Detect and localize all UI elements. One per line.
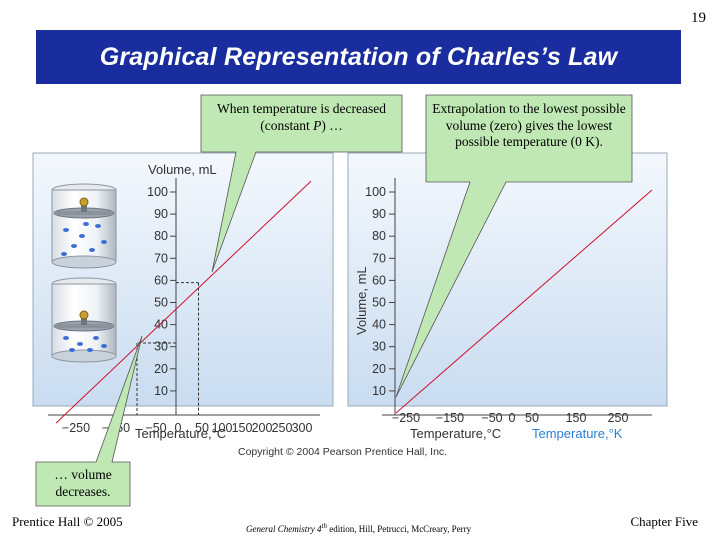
x-tick-label: −50 [481,411,502,425]
y-tick-label: 50 [372,296,386,310]
slide-title: Graphical Representation of Charles’s La… [99,42,618,71]
cylinder-hot [51,183,117,269]
y-tick-label: 80 [372,229,386,243]
x-tick-label: −150 [436,411,464,425]
x-tick-label: 300 [292,421,313,435]
x-tick-label: 250 [272,421,293,435]
x-tick-label: −250 [62,421,90,435]
left-x-axis-label: Temperature,°C [135,426,226,441]
right-graph-axes: 10 20 30 40 50 60 70 80 90 100 −250 −150 −50 0 50 150 25… [365,178,652,425]
callout-temperature-shape [200,94,403,273]
y-tick-label: 100 [365,185,386,199]
y-tick-label: 20 [154,362,168,376]
slide-number: 19 [691,10,706,26]
callout-volume-shape [35,335,143,507]
y-tick-label: 70 [372,251,386,265]
footer-book-credit: General Chemistry 4th edition, Hill, Pet… [246,522,472,534]
right-x-axis-label-celsius: Temperature,°C [410,426,501,441]
callout-volume-text: … volume decreases. [54,467,112,499]
y-tick-label: 60 [154,273,168,287]
x-tick-label: 50 [195,421,209,435]
x-tick-label: 100 [212,421,233,435]
figure-copyright: Copyright © 2004 Pearson Prentice Hall, … [238,446,447,458]
x-tick-label: −50 [145,421,166,435]
y-tick-label: 90 [372,207,386,221]
x-tick-label: −250 [392,411,420,425]
y-tick-label: 20 [372,362,386,376]
cylinder-cold [51,277,117,363]
gas-molecules [61,222,107,256]
footer-chapter: Chapter Five [630,514,698,529]
gas-molecules [63,336,107,352]
right-graph-panel [347,152,668,407]
y-tick-label: 100 [147,185,168,199]
y-tick-label: 80 [154,229,168,243]
y-tick-label: 10 [372,384,386,398]
right-x-axis-label-kelvin: Temperature,°K [532,426,623,441]
title-bar: Graphical Representation of Charles’s La… [36,30,681,84]
x-tick-label: 50 [525,411,539,425]
left-y-axis-label: Volume, mL [148,162,217,177]
x-tick-label: 150 [566,411,587,425]
y-tick-label: 10 [154,384,168,398]
y-tick-label: 30 [372,340,386,354]
y-tick-label: 40 [372,318,386,332]
callout-extrapolation-text: Extrapolation to the lowest possible vol… [432,101,626,149]
x-tick-label: 0 [175,421,182,435]
right-y-axis-label: Volume, mL [354,266,369,335]
y-tick-label: 50 [154,296,168,310]
y-tick-label: 90 [154,207,168,221]
charles-law-figure: 102030405060708090100−250−150−5005010015… [32,152,668,458]
left-volume-line [55,180,312,424]
x-tick-label: 150 [232,421,253,435]
right-volume-line [395,189,653,414]
y-tick-label: 70 [154,251,168,265]
callout-extrapolation-shape [395,94,633,398]
y-tick-label: 60 [372,273,386,287]
callout-temperature-text: When temperature is decreased (constant … [216,101,387,133]
y-tick-label: 40 [154,318,168,332]
footer-publisher: Prentice Hall © 2005 [12,514,123,529]
x-tick-label: 250 [608,411,629,425]
x-tick-label: 200 [252,421,273,435]
x-tick-label: 0 [509,411,516,425]
